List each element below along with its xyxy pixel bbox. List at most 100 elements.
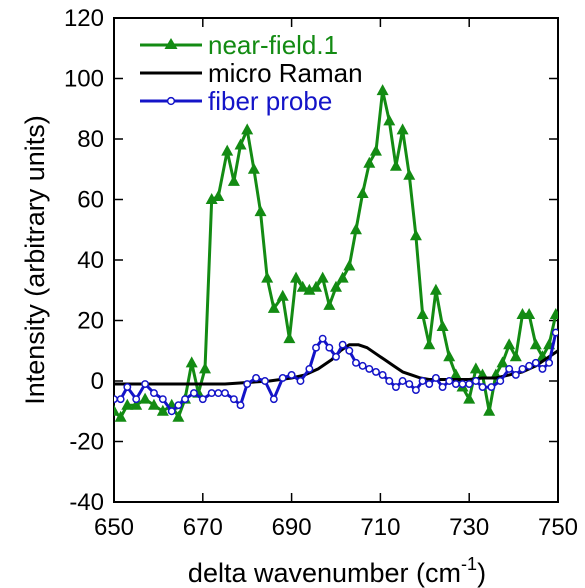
data-point (372, 367, 380, 376)
data-point (525, 361, 534, 370)
data-point (503, 338, 516, 350)
data-point (199, 362, 212, 374)
data-point (471, 377, 480, 385)
data-point (511, 371, 520, 379)
legend: near-field.1 micro Raman fiber probe (140, 30, 363, 116)
data-point (463, 392, 476, 404)
y-tick-label: -20 (69, 429, 104, 456)
data-point (205, 193, 218, 204)
data-point (336, 271, 349, 283)
data-point (283, 332, 296, 344)
legend-item-near-field: near-field.1 (140, 30, 338, 60)
data-point (391, 383, 400, 391)
data-point (551, 328, 558, 337)
y-tick-label: 40 (77, 247, 104, 274)
y-axis-title: Intensity (arbitrary units) (20, 115, 50, 405)
data-point (356, 186, 369, 198)
x-tick-label: 750 (538, 514, 578, 541)
legend-marker-near-field (164, 38, 178, 49)
data-point (141, 380, 150, 388)
data-point (254, 205, 267, 217)
data-point (411, 386, 420, 395)
x-tick-label: 690 (272, 514, 312, 541)
data-point (338, 340, 347, 349)
y-tick-label: 100 (64, 66, 104, 93)
data-point (365, 364, 374, 373)
data-point (305, 364, 314, 373)
data-point (174, 401, 183, 410)
data-point (505, 364, 514, 373)
data-point (156, 404, 169, 416)
data-point (234, 138, 247, 150)
data-point (323, 298, 336, 310)
data-point (445, 377, 454, 385)
data-point (247, 162, 260, 174)
y-tick-labels: -40 -20 0 20 40 60 80 100 120 (64, 5, 104, 516)
series-line (114, 343, 558, 386)
data-point (378, 371, 387, 379)
data-point (267, 301, 280, 313)
data-point (241, 123, 254, 135)
data-point (423, 338, 436, 350)
data-point (349, 223, 362, 235)
data-point (318, 334, 327, 343)
data-point (409, 229, 422, 241)
data-point (332, 352, 340, 361)
data-point (296, 377, 305, 385)
data-point (261, 377, 269, 385)
series-0 (114, 84, 558, 422)
series-2 (114, 328, 558, 416)
data-point (343, 259, 356, 271)
data-point (465, 380, 474, 388)
data-point (167, 407, 176, 416)
data-point (116, 395, 125, 404)
data-point (269, 395, 278, 404)
data-point (229, 395, 238, 404)
data-point (130, 398, 143, 410)
x-tick-label: 670 (183, 514, 223, 541)
data-point (416, 307, 429, 319)
data-point (385, 377, 394, 385)
data-point (469, 362, 482, 374)
data-point (121, 398, 134, 410)
data-point (487, 383, 496, 391)
axis-ticks (113, 17, 559, 503)
y-tick-label: 120 (64, 5, 104, 32)
data-point (303, 283, 316, 295)
x-axis-title-superscript: -1 (461, 554, 477, 574)
x-axis-title-end: ) (477, 558, 486, 588)
legend-label-micro-raman: micro Raman (208, 58, 363, 88)
data-point (181, 395, 189, 404)
y-tick-label: 0 (91, 368, 104, 395)
data-point (509, 350, 522, 362)
data-point (212, 189, 225, 201)
plot-frame (113, 17, 559, 503)
data-point (418, 377, 427, 385)
data-point (478, 383, 487, 391)
data-point (429, 283, 442, 295)
data-point (545, 358, 554, 367)
series-1 (114, 343, 558, 386)
data-point (458, 380, 467, 388)
data-point (316, 271, 329, 283)
legend-item-fiber-probe: fiber probe (140, 86, 332, 116)
data-point (158, 395, 167, 404)
data-point (538, 364, 547, 373)
data-point (312, 343, 320, 352)
data-point (345, 346, 354, 355)
data-point (150, 389, 158, 398)
data-point (132, 395, 141, 404)
data-point (287, 371, 296, 379)
data-point (358, 361, 367, 370)
data-point (436, 320, 449, 332)
data-point (227, 174, 240, 186)
data-point (221, 144, 234, 156)
legend-label-fiber-probe: fiber probe (208, 86, 332, 116)
data-point (449, 368, 462, 380)
data-point (496, 377, 505, 385)
series-layer (114, 84, 558, 422)
data-point (139, 392, 152, 404)
data-point (352, 358, 360, 367)
data-point (278, 374, 287, 382)
